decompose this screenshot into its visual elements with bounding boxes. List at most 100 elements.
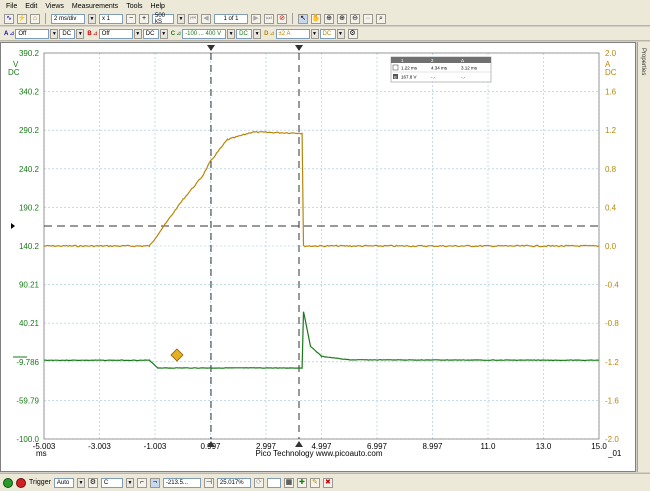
home-icon[interactable]: ⌂	[30, 13, 40, 24]
channel-a-probe-icon[interactable]: ⊿	[9, 31, 15, 37]
trigger-mode-dropdown[interactable]: ▼	[76, 477, 85, 488]
trigger-level-field[interactable]: -213.5...	[162, 477, 201, 488]
menu-help[interactable]: Help	[150, 2, 165, 10]
buffer-field[interactable]: 1 of 1	[214, 13, 248, 24]
right-tick-label: -2.0	[605, 435, 619, 444]
scope-mode-icon[interactable]: ∿	[4, 13, 14, 24]
ruler-row-ch: B	[394, 75, 397, 80]
pointer-tool-icon[interactable]: ↖	[298, 13, 308, 24]
channel-c-range[interactable]: -100 ... 400 V	[182, 28, 227, 39]
hand-tool-icon[interactable]: ✋	[311, 13, 321, 24]
add-measurement-icon[interactable]: ✚	[296, 477, 307, 488]
channel-a-coupling[interactable]: DC	[59, 28, 76, 39]
scope-view[interactable]: 390.2 340.2 290.2 240.2 190.2 140.2 90.21 40.21…	[0, 42, 636, 472]
menu-views[interactable]: Views	[45, 2, 64, 10]
time-ruler-2-bottom-handle[interactable]	[295, 441, 303, 447]
zoom-field[interactable]: x 1	[99, 13, 123, 24]
right-axis-labels: 2.0 1.6 1.2 0.8 0.4 0.0 -0.4 -0.8 -1.2 -1.6 -2.0	[605, 49, 619, 444]
ruler-value-1: 167.8 V	[401, 75, 417, 80]
right-tick-label: 0.0	[605, 242, 617, 251]
right-tick-label: 2.0	[605, 49, 617, 58]
zoom-area-icon[interactable]: ⊕	[324, 13, 334, 24]
channel-b-range-dropdown[interactable]: ▼	[133, 28, 142, 39]
pre-trigger-icon[interactable]: ⊣	[203, 477, 214, 488]
remove-measurement-icon[interactable]: ✖	[322, 477, 333, 488]
menu-tools[interactable]: Tools	[126, 2, 143, 10]
footer-branding: Pico Technology www.picoauto.com	[255, 449, 382, 458]
trigger-point-marker[interactable]	[170, 348, 184, 362]
right-tick-label: 0.4	[605, 203, 617, 212]
channel-d-coupling-dropdown[interactable]: ▼	[336, 28, 345, 39]
timebase-field[interactable]: 2 ms/div	[51, 13, 85, 24]
channel-a-coupling-dropdown[interactable]: ▼	[76, 28, 85, 39]
ruler-row-time-icon	[392, 64, 399, 71]
time-ruler-1-bottom-handle[interactable]	[207, 441, 215, 447]
trigger-source-field[interactable]: C	[100, 477, 123, 488]
ruler-time-delta: 3.12 ms	[461, 66, 478, 71]
time-ruler-2-handle[interactable]	[295, 45, 303, 51]
trigger-mode-field[interactable]: Auto	[53, 477, 74, 488]
menu-edit[interactable]: Edit	[25, 2, 38, 10]
samples-field[interactable]: 500 kS	[152, 13, 174, 25]
channel-a-control: A ⊿ Off ▼ DC ▼	[4, 28, 85, 39]
time-ruler-1-handle[interactable]	[207, 45, 215, 51]
channel-a-range[interactable]: Off	[15, 28, 50, 39]
menu-measurements[interactable]: Measurements	[71, 2, 119, 10]
stop-capture-icon[interactable]	[16, 477, 26, 488]
prev-buffer-icon[interactable]: ◀	[201, 13, 211, 24]
x-tick-label: -5.003	[33, 442, 56, 451]
trigger-delay-icon[interactable]: ⟳	[253, 477, 264, 488]
zoom-decrease-button[interactable]: −	[126, 13, 136, 24]
right-tick-label: 1.2	[605, 126, 617, 135]
timebase-dropdown[interactable]: ▼	[88, 13, 96, 24]
channel-d-range[interactable]: ±2 A	[275, 28, 310, 39]
samples-dropdown[interactable]: ▼	[177, 13, 185, 24]
ruler-row-channel-b-icon	[393, 74, 398, 79]
trigger-level-marker[interactable]	[11, 223, 15, 229]
advanced-trigger-icon[interactable]: ⚙	[87, 477, 98, 488]
trigger-source-dropdown[interactable]: ▼	[125, 477, 134, 488]
channel-b-coupling[interactable]: DC	[142, 28, 159, 39]
channel-d-coupling[interactable]: DC	[319, 28, 336, 39]
zoom-fit-icon[interactable]: ⇔	[363, 13, 373, 24]
ruler-table: 1 2 Δ 1.22 ms 4.34 ms 3.12 ms B 167.8 V …	[390, 56, 492, 83]
channel-c-range-dropdown[interactable]: ▼	[227, 28, 236, 39]
pre-trigger-field[interactable]: 25.017%	[216, 477, 251, 488]
right-tick-label: -0.8	[605, 319, 619, 328]
scope-plot[interactable]: 390.2 340.2 290.2 240.2 190.2 140.2 90.21 40.21…	[1, 43, 637, 473]
measurements-icon[interactable]: ▦	[283, 477, 294, 488]
channel-options-icon[interactable]: ⚙	[347, 28, 358, 39]
first-buffer-icon[interactable]: ⏮	[188, 13, 198, 24]
rising-edge-icon[interactable]: ⌐	[136, 477, 147, 488]
channel-b-label: B	[87, 30, 92, 37]
channel-b-probe-icon[interactable]: ⊿	[92, 31, 98, 37]
channel-c-coupling-dropdown[interactable]: ▼	[253, 28, 262, 39]
zoom-increase-button[interactable]: +	[139, 13, 149, 24]
last-buffer-icon[interactable]: ⏭	[264, 13, 274, 24]
next-buffer-icon[interactable]: ▶	[251, 13, 261, 24]
probe-icon[interactable]: ⚡	[17, 13, 27, 24]
zoom-in-icon[interactable]: ⊕	[337, 13, 347, 24]
current-waveform	[44, 130, 600, 248]
start-capture-icon[interactable]	[3, 477, 13, 488]
right-tick-label: -1.6	[605, 396, 619, 405]
left-tick-label: 40.21	[19, 319, 40, 328]
buffer-overview-icon[interactable]: ⊘	[277, 13, 287, 24]
channel-d-probe-icon[interactable]: ⊿	[269, 31, 275, 37]
channel-b-range[interactable]: Off	[98, 28, 133, 39]
trigger-delay-field[interactable]	[266, 477, 281, 488]
channel-c-probe-icon[interactable]: ⊿	[176, 31, 182, 37]
right-axis-unit: A	[605, 60, 611, 69]
channel-d-range-dropdown[interactable]: ▼	[310, 28, 319, 39]
edit-measurement-icon[interactable]: ✎	[309, 477, 320, 488]
left-tick-label: 290.2	[19, 126, 40, 135]
channel-a-range-dropdown[interactable]: ▼	[50, 28, 59, 39]
zoom-reset-icon[interactable]: ⌕	[376, 13, 386, 24]
zoom-out-icon[interactable]: ⊖	[350, 13, 360, 24]
channel-c-coupling[interactable]: DC	[236, 28, 253, 39]
properties-panel-tab[interactable]: Properties	[637, 42, 650, 472]
falling-edge-icon[interactable]: ¬	[149, 477, 160, 488]
ruler-time-1: 1.22 ms	[401, 66, 418, 71]
menu-file[interactable]: File	[6, 2, 18, 10]
channel-b-coupling-dropdown[interactable]: ▼	[159, 28, 168, 39]
